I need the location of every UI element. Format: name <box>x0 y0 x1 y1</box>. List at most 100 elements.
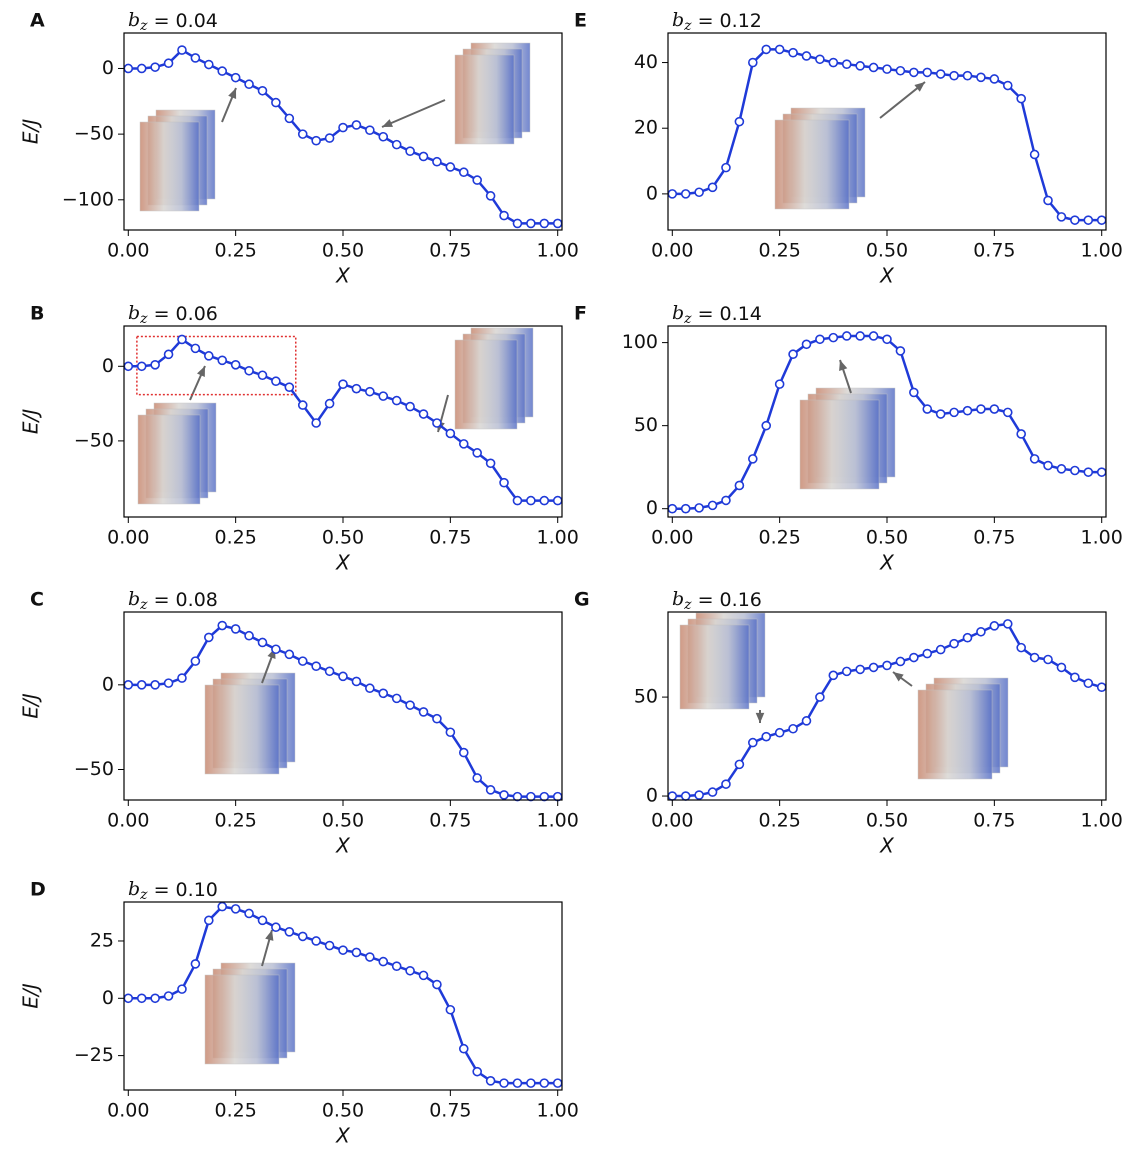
data-point <box>324 133 335 143</box>
data-point <box>922 404 933 414</box>
data-point <box>512 1078 523 1088</box>
data-point <box>123 680 134 690</box>
data-point <box>257 637 268 648</box>
y-tick-label: −50 <box>74 758 114 780</box>
inset-sheet <box>679 624 750 710</box>
data-point <box>217 66 228 76</box>
title-part: = 0.06 <box>148 303 218 325</box>
data-point <box>163 678 174 688</box>
data-point <box>761 44 772 55</box>
data-point <box>365 386 375 397</box>
x-tick-label: 0.50 <box>322 810 364 832</box>
data-point <box>801 716 812 726</box>
data-point <box>841 59 852 69</box>
data-point <box>667 189 678 199</box>
data-point <box>297 129 308 139</box>
panel-label: D <box>30 879 46 901</box>
axes-frame <box>667 32 1107 231</box>
data-point <box>1016 429 1026 439</box>
y-tick-label: 0 <box>646 497 658 519</box>
title-part: z <box>139 311 148 327</box>
data-point <box>351 676 362 687</box>
data-point <box>815 334 825 345</box>
data-point <box>1056 464 1067 474</box>
y-axis-label: E/J <box>19 983 43 1008</box>
data-point <box>405 401 415 412</box>
data-point <box>150 359 160 370</box>
data-point <box>1083 678 1094 689</box>
data-point <box>163 58 174 69</box>
title-part: = 0.04 <box>148 10 218 32</box>
data-point <box>828 57 839 68</box>
data-point <box>1043 460 1053 471</box>
data-point <box>257 915 268 926</box>
data-point <box>707 182 718 193</box>
data-point <box>432 156 442 167</box>
data-point <box>230 904 241 914</box>
x-axis-label: X <box>879 834 895 858</box>
axes-frame <box>123 901 563 1091</box>
data-point <box>748 737 758 748</box>
data-point <box>922 67 933 78</box>
data-point <box>1016 93 1026 104</box>
data-point <box>882 64 892 74</box>
panel-title: bz = 0.08 <box>128 588 218 613</box>
data-point <box>418 409 429 419</box>
data-point <box>721 779 731 789</box>
data-point <box>1043 195 1053 206</box>
title-part: b <box>672 9 684 31</box>
inset-sheet <box>204 684 280 775</box>
data-point <box>526 495 536 506</box>
panel-label: B <box>30 303 44 325</box>
data-point <box>204 59 214 70</box>
data-point <box>244 365 254 376</box>
data-point <box>721 495 731 506</box>
data-point <box>707 500 718 511</box>
inset-sheet <box>139 121 200 212</box>
data-point <box>190 53 201 63</box>
inset-sheet <box>137 414 201 505</box>
data-point <box>734 759 745 770</box>
title-part: b <box>672 588 684 610</box>
data-point <box>949 638 959 649</box>
x-axis-label: X <box>335 551 351 575</box>
x-tick-label: 0.25 <box>758 527 800 549</box>
data-point <box>472 773 482 783</box>
x-tick-label: 0.50 <box>866 240 908 262</box>
y-tick-label: 20 <box>634 117 658 139</box>
title-part: b <box>128 878 140 900</box>
data-point <box>204 915 214 926</box>
data-point <box>748 454 758 464</box>
data-point <box>445 727 456 738</box>
data-point <box>391 961 402 971</box>
data-point <box>136 993 147 1004</box>
data-point <box>855 331 865 341</box>
panel-title: bz = 0.12 <box>672 9 762 34</box>
data-point <box>1029 454 1040 464</box>
x-tick-label: 0.00 <box>107 810 149 832</box>
x-axis-label: X <box>879 551 895 575</box>
panel-title: bz = 0.14 <box>672 302 762 327</box>
data-point <box>694 503 704 513</box>
data-point <box>271 376 281 387</box>
y-tick-label: −50 <box>74 429 114 451</box>
x-tick-label: 1.00 <box>1081 240 1123 262</box>
data-point <box>230 359 241 370</box>
data-point <box>922 648 933 659</box>
data-point <box>512 495 523 506</box>
x-tick-label: 1.00 <box>1081 810 1123 832</box>
data-point <box>324 398 335 409</box>
data-point <box>257 370 268 381</box>
data-point <box>976 404 986 414</box>
panel-label: A <box>30 10 45 32</box>
title-part: = 0.12 <box>692 10 762 32</box>
data-point <box>1096 682 1107 693</box>
data-point <box>136 361 147 372</box>
data-point <box>815 54 825 65</box>
data-point <box>297 656 308 666</box>
x-tick-label: 1.00 <box>537 810 579 832</box>
data-point <box>962 70 973 81</box>
inset-arrowhead <box>265 930 274 941</box>
data-point <box>989 621 1000 631</box>
